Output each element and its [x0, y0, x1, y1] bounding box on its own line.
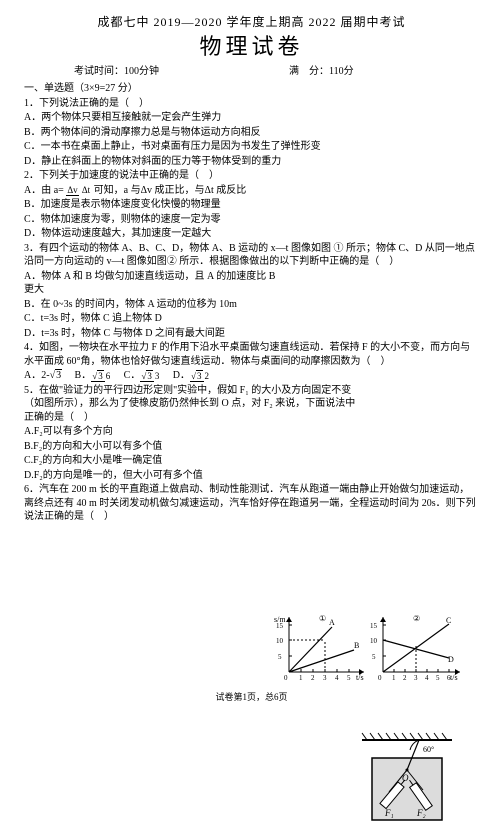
- q3-stem: 3．有四个运动的物体 A、B、C、D，物体 A、B 运动的 x—t 图像如图 ①…: [24, 242, 479, 269]
- q6-stem: 6．汽车在 200 m 长的平直跑道上做启动、制动性能测试．汽车从跑道一端由静止…: [24, 483, 479, 524]
- q4-C-pre: C．: [114, 370, 141, 381]
- q2-C: C．物体加速度为零，则物体的速度一定为零: [24, 213, 479, 227]
- svg-text:1: 1: [299, 674, 303, 682]
- q2-A-frac: Δv Δt: [66, 186, 91, 195]
- svg-text:C: C: [446, 616, 451, 625]
- q4-stem: 4．如图，一物块在水平拉力 F 的作用下沿水平桌面做匀速直线运动．若保持 F 的…: [24, 341, 479, 368]
- svg-text:5: 5: [372, 653, 376, 661]
- exam-info-row: 考试时间：100分钟 满 分：110分: [24, 65, 479, 79]
- svg-text:15: 15: [370, 622, 378, 630]
- q1-stem: 1．下列说法正确的是（ ）: [24, 97, 479, 111]
- q3-A: A．物体 A 和 B 均做匀加速直线运动，且 A 的加速度比 B 更大: [24, 270, 284, 297]
- exam-title: 物理试卷: [24, 32, 479, 62]
- svg-text:6: 6: [447, 674, 451, 682]
- q3-D: D．t=3s 时，物体 C 与物体 D 之间有最大间距: [24, 327, 284, 341]
- q2-A-num: Δv: [66, 185, 78, 196]
- page-footer: 试卷第1页，总6页: [0, 691, 503, 703]
- svg-text:4: 4: [425, 674, 429, 682]
- exam-score: 满 分：110分: [289, 65, 354, 79]
- svg-text:t/s: t/s: [450, 673, 458, 682]
- q2-D: D．物体运动速度越大，其加速度一定越大: [24, 227, 479, 241]
- q1-A: A．两个物体只要相互接触就一定会产生弹力: [24, 111, 479, 125]
- q4-B-frac: 36: [91, 372, 111, 381]
- svg-text:4: 4: [335, 674, 339, 682]
- q2-A-den: Δt: [81, 185, 91, 195]
- q2-A-pre: A．由 a=: [24, 185, 64, 196]
- svg-text:A: A: [329, 618, 335, 627]
- q4-A-sqrt: 3: [50, 369, 63, 383]
- section-1-title: 一、单选题（3×9=27 分）: [24, 82, 479, 96]
- graph1-xlabel: t/s: [356, 673, 364, 682]
- q4-A-pre: A．2-: [24, 370, 50, 381]
- q4-options: A．2-3 B．36 C．33 D．32: [24, 369, 479, 383]
- svg-text:3: 3: [414, 674, 418, 682]
- svg-text:10: 10: [370, 637, 378, 645]
- svg-text:F₂: F₂: [416, 808, 426, 818]
- svg-text:1: 1: [392, 674, 396, 682]
- q5-C: C.F₂的方向和大小是唯一确定值: [24, 454, 479, 468]
- q4-D-frac: 32: [190, 372, 210, 381]
- q2-stem: 2．下列关于加速度的说法中正确的是（ ）: [24, 169, 479, 183]
- q4-B-pre: B．: [65, 370, 92, 381]
- svg-text:B: B: [354, 641, 359, 650]
- svg-text:15: 15: [276, 622, 284, 630]
- q5-B: B.F₂的方向和大小可以有多个值: [24, 440, 479, 454]
- svg-text:3: 3: [323, 674, 327, 682]
- q5-stem: 5．在做"验证力的平行四边形定则"实验中，假如 F₁ 的大小及方向固定不变（如图…: [24, 384, 364, 425]
- svg-text:5: 5: [436, 674, 440, 682]
- exam-header-small: 成都七中 2019—2020 学年度上期高 2022 届期中考试: [24, 14, 479, 30]
- q4-D-pre: D．: [163, 370, 190, 381]
- graph-1: s/m t/s 5 10 15 1 2 3 4 5 0 A B ①: [274, 612, 369, 682]
- svg-text:0: 0: [284, 674, 288, 682]
- svg-text:10: 10: [276, 637, 284, 645]
- q3-B: B．在 0~3s 的时间内，物体 A 运动的位移为 10m: [24, 298, 284, 312]
- q5-A: A.F₂可以有多个方向: [24, 425, 479, 439]
- q5-D: D.F₂的方向是唯一的，但大小可有多个值: [24, 469, 479, 483]
- q2-A-post: 可知，a 与Δv 成正比，与Δt 成反比: [94, 185, 247, 196]
- q2-A: A．由 a= Δv Δt 可知，a 与Δv 成正比，与Δt 成反比: [24, 184, 479, 198]
- q2-B: B．加速度是表示物体速度变化快慢的物理量: [24, 198, 479, 212]
- q1-D: D．静止在斜面上的物体对斜面的压力等于物体受到的重力: [24, 155, 479, 169]
- svg-text:2: 2: [403, 674, 407, 682]
- svg-text:②: ②: [413, 614, 420, 623]
- q3-C: C．t=3s 时，物体 C 追上物体 D: [24, 312, 284, 326]
- svg-text:5: 5: [278, 653, 282, 661]
- q4-C-frac: 33: [140, 372, 160, 381]
- graph-2: t/s 5 10 15 1 2 3 4 5 6 0 C D ②: [368, 612, 463, 682]
- svg-text:5: 5: [347, 674, 351, 682]
- svg-text:①: ①: [319, 614, 326, 623]
- graph-3: 60° O F₁ F₂: [357, 730, 457, 828]
- q1-C: C．一本书在桌面上静止，书对桌面有压力是因为书发生了弹性形变: [24, 140, 479, 154]
- q1-B: B．两个物体间的滑动摩擦力总是与物体运动方向相反: [24, 126, 479, 140]
- svg-text:2: 2: [311, 674, 315, 682]
- svg-text:F₁: F₁: [384, 808, 394, 818]
- svg-text:D: D: [448, 655, 454, 664]
- exam-time: 考试时间：100分钟: [74, 65, 159, 79]
- svg-text:0: 0: [378, 674, 382, 682]
- svg-text:60°: 60°: [423, 745, 434, 754]
